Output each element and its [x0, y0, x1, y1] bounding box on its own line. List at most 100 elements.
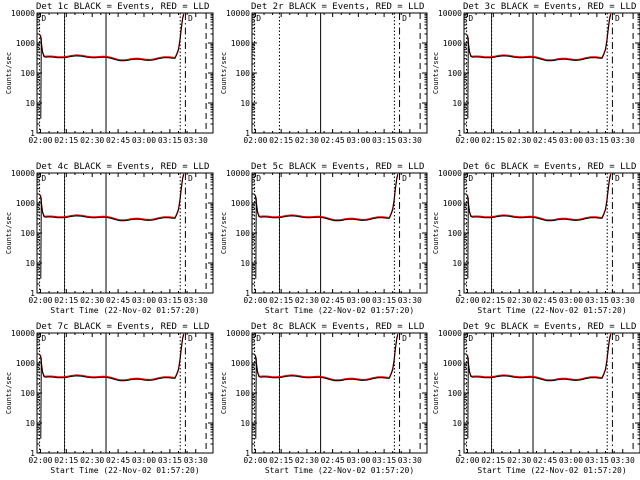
series-lld-line: [254, 333, 399, 381]
x-tick-label: 03:15: [158, 296, 182, 305]
x-tick-label: 03:30: [398, 456, 422, 465]
x-tick-label: 02:30: [80, 136, 104, 145]
x-tick-label: 03:30: [611, 136, 635, 145]
x-tick-label: 02:30: [295, 456, 319, 465]
plot-frame: [463, 332, 640, 454]
chart-title: Det 5c BLACK = Events, RED = LLD: [251, 162, 424, 172]
y-axis-label: Counts/sec: [220, 372, 228, 414]
x-tick-label: 02:00: [28, 296, 52, 305]
y-tick-label: 100: [21, 229, 36, 238]
chart-title: Det 9c BLACK = Events, RED = LLD: [463, 322, 636, 332]
y-tick-label: 1000: [16, 359, 35, 368]
x-tick-label: 02:45: [533, 296, 557, 305]
plot-frame: [251, 172, 428, 294]
series-lld-line: [466, 13, 612, 61]
y-axis-label: Counts/sec: [5, 52, 13, 94]
y-axis-label: Counts/sec: [5, 372, 13, 414]
y-tick-label: 100: [236, 389, 251, 398]
legend-box: D: [468, 14, 473, 23]
y-tick-label: 10: [240, 419, 250, 428]
x-tick-label: 03:15: [372, 296, 396, 305]
series-lld-line: [39, 173, 185, 221]
x-tick-label: 02:15: [481, 296, 505, 305]
legend-box: D: [256, 334, 261, 343]
x-tick-label: 03:00: [346, 456, 370, 465]
x-tick-label: 03:00: [559, 456, 583, 465]
y-tick-label: 1000: [231, 359, 250, 368]
legend-box: D: [256, 174, 261, 183]
y-axis-label: Counts/sec: [5, 212, 13, 254]
y-axis-label: Counts/sec: [432, 372, 440, 414]
x-tick-label: 03:15: [158, 456, 182, 465]
legend-box: D: [402, 334, 407, 343]
x-tick-label: 02:00: [28, 456, 52, 465]
x-tick-label: 02:30: [507, 296, 531, 305]
plot-frame: [251, 12, 428, 134]
x-tick-label: 02:45: [106, 136, 130, 145]
x-tick-label: 02:45: [321, 456, 345, 465]
y-tick-label: 100: [21, 69, 36, 78]
series-events-line: [467, 14, 612, 62]
x-tick-label: 02:15: [269, 456, 293, 465]
x-tick-label: 03:15: [372, 136, 396, 145]
y-tick-label: 10000: [11, 9, 35, 18]
legend-box: D: [402, 174, 407, 183]
y-tick-label: 10000: [438, 329, 462, 338]
x-tick-label: 03:15: [372, 456, 396, 465]
chart-panel-5: Det 5c BLACK = Events, RED = LLD 1 10 100 10…: [220, 162, 428, 315]
y-tick-label: 100: [236, 69, 251, 78]
y-tick-label: 10000: [438, 9, 462, 18]
x-tick-label: 02:30: [295, 296, 319, 305]
y-tick-label: 10000: [226, 9, 250, 18]
x-tick-label: 02:30: [295, 136, 319, 145]
y-tick-label: 1000: [443, 199, 462, 208]
x-tick-label: 02:00: [243, 456, 267, 465]
x-tick-label: 03:00: [132, 296, 156, 305]
y-tick-label: 10: [452, 259, 462, 268]
x-tick-label: 03:30: [398, 136, 422, 145]
x-tick-label: 02:00: [455, 296, 479, 305]
chart-panel-2: Det 2r BLACK = Events, RED = LLD 1 10 100 10…: [220, 2, 428, 145]
x-axis-label: Start Time (22-Nov-02 01:57:20): [50, 466, 199, 475]
legend-box: D: [615, 174, 620, 183]
plot-frame: [36, 12, 214, 134]
x-tick-label: 03:00: [559, 136, 583, 145]
y-tick-label: 1000: [443, 359, 462, 368]
legend-box: D: [468, 174, 473, 183]
x-tick-label: 02:15: [481, 136, 505, 145]
y-axis-label: Counts/sec: [432, 52, 440, 94]
x-tick-label: 02:15: [54, 136, 78, 145]
series-events-start: [40, 197, 42, 279]
y-tick-label: 1: [245, 289, 250, 298]
chart-title: Det 8c BLACK = Events, RED = LLD: [251, 322, 424, 332]
plot-frame: [36, 332, 214, 454]
x-tick-label: 03:30: [611, 456, 635, 465]
y-tick-label: 100: [448, 69, 463, 78]
y-tick-label: 100: [236, 229, 251, 238]
x-tick-label: 02:30: [507, 456, 531, 465]
y-tick-label: 1000: [443, 39, 462, 48]
y-tick-label: 1: [245, 449, 250, 458]
legend-box: D: [256, 14, 261, 23]
legend-box: D: [615, 14, 620, 23]
series-events-start: [467, 357, 469, 439]
x-tick-label: 02:15: [54, 296, 78, 305]
x-tick-label: 02:00: [455, 456, 479, 465]
x-tick-label: 02:30: [507, 136, 531, 145]
legend-box: D: [188, 334, 193, 343]
series-lld-line: [466, 173, 612, 221]
chart-panel-3: Det 3c BLACK = Events, RED = LLD 1 10 100 10…: [432, 2, 640, 145]
legend-box: D: [615, 334, 620, 343]
plot-frame: [463, 12, 640, 134]
x-tick-label: 03:30: [611, 296, 635, 305]
x-tick-label: 02:45: [321, 136, 345, 145]
x-tick-label: 03:00: [132, 456, 156, 465]
x-tick-label: 02:00: [243, 296, 267, 305]
chart-panel-7: Det 7c BLACK = Events, RED = LLD 1 10 100 10…: [5, 322, 214, 475]
x-tick-label: 02:15: [481, 456, 505, 465]
x-tick-label: 02:30: [80, 456, 104, 465]
y-tick-label: 10: [25, 419, 35, 428]
chart-title: Det 7c BLACK = Events, RED = LLD: [36, 322, 209, 332]
y-tick-label: 1000: [16, 199, 35, 208]
